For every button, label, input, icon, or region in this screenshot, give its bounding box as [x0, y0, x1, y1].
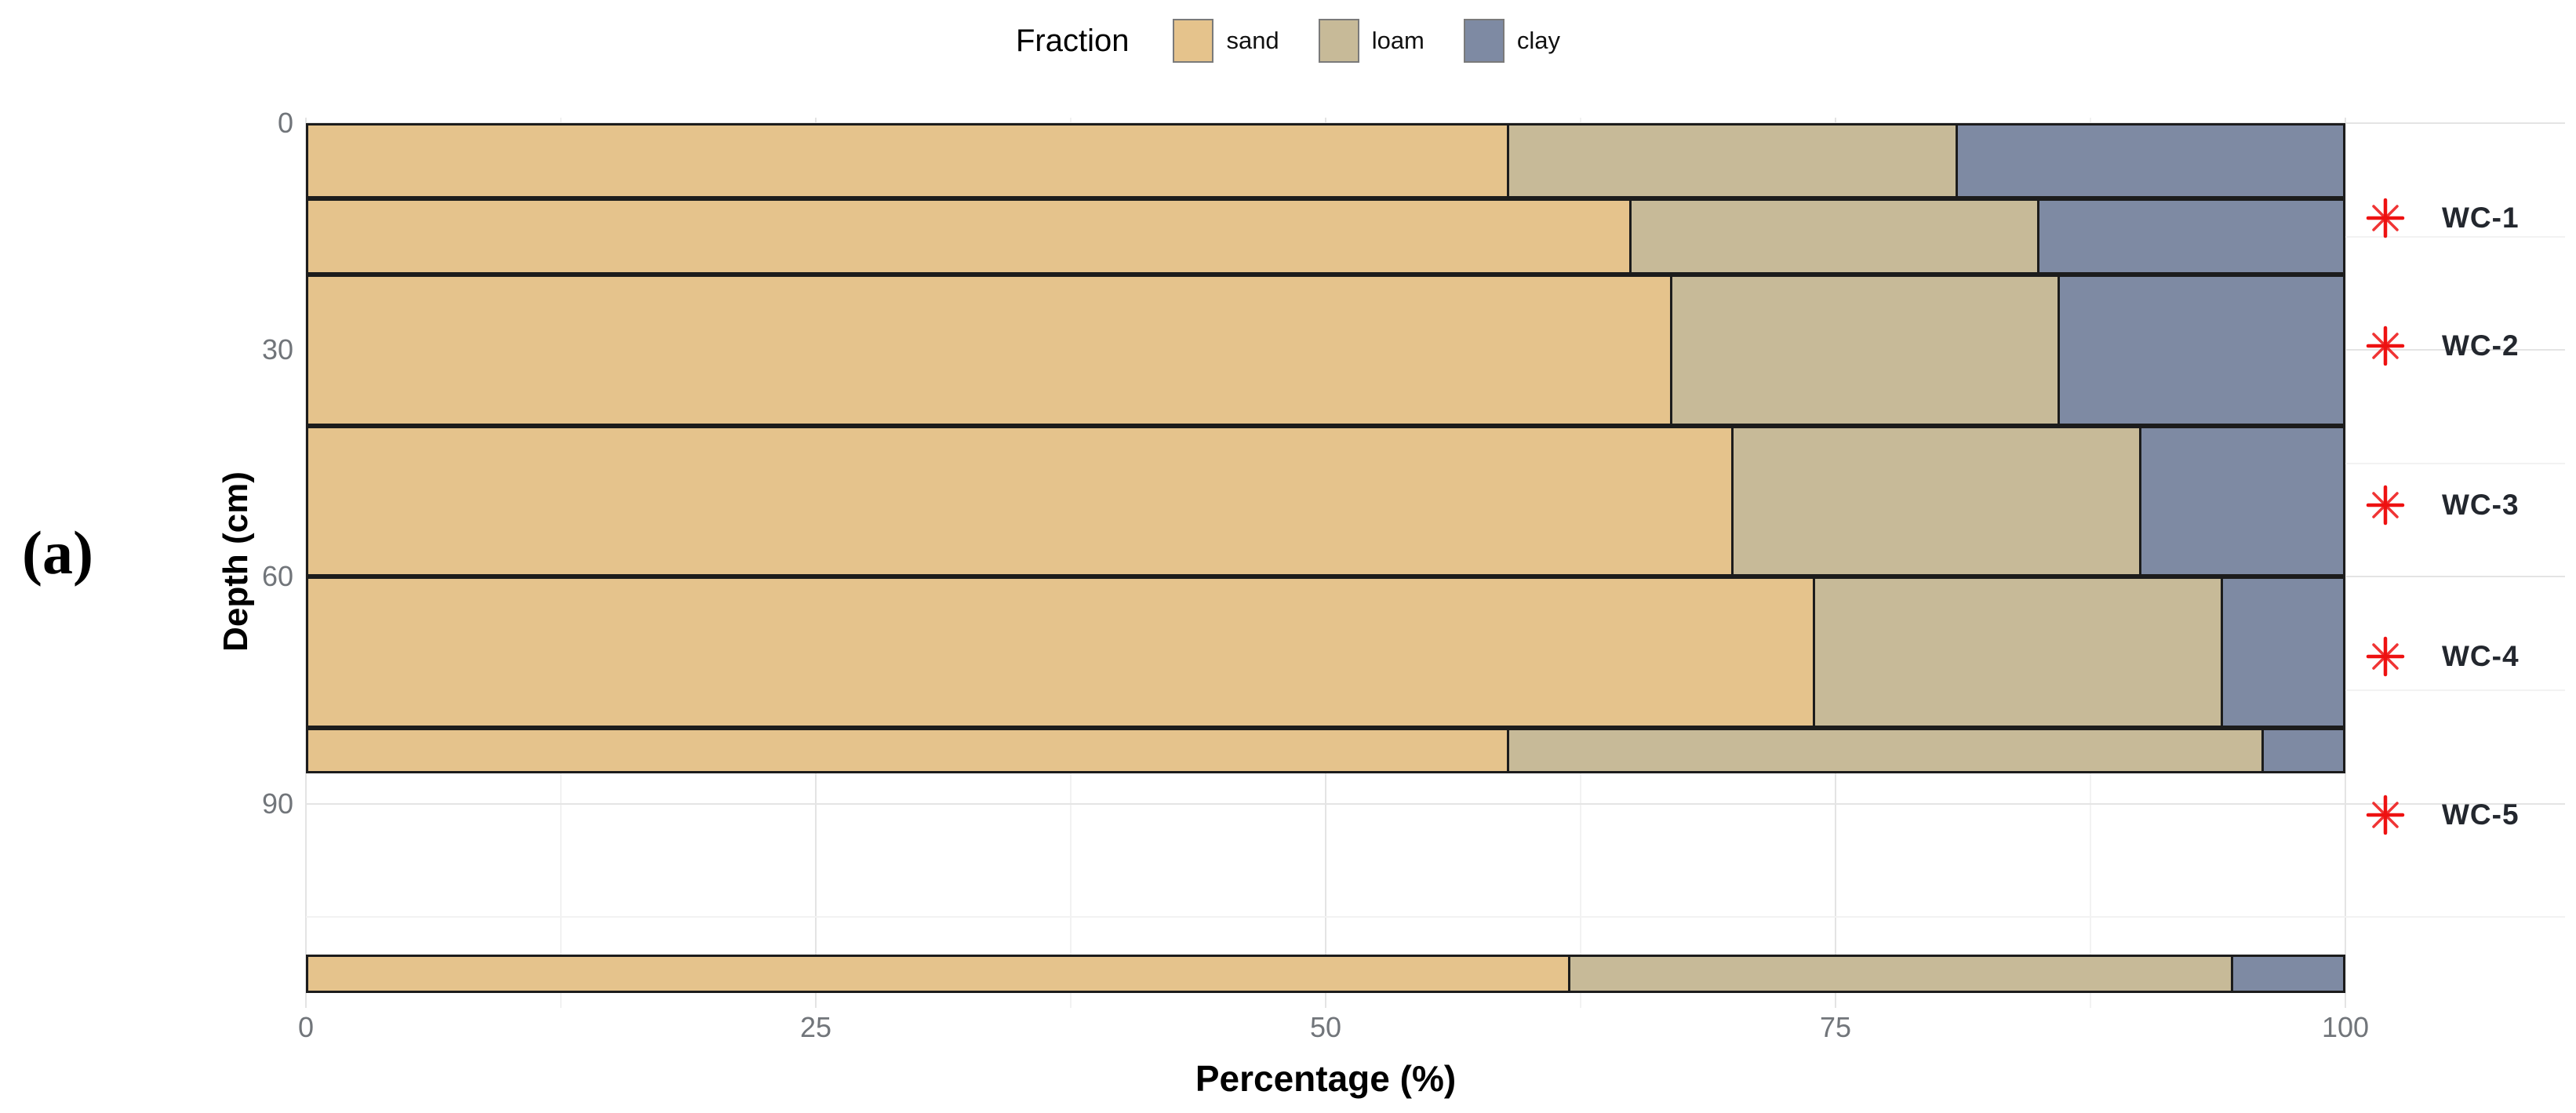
y-tick-label-90: 90 — [261, 787, 293, 820]
bar-row-2-segment-loam — [1629, 198, 2039, 275]
bar-row-3-segment-clay — [2058, 274, 2345, 426]
gridline-horizontal-minor — [306, 916, 2565, 918]
legend-swatch-clay — [1463, 19, 1504, 63]
site-marker-WC-2 — [2365, 326, 2406, 366]
bar-row-1-segment-clay — [1956, 123, 2345, 199]
bar-row-7-segment-sand — [306, 955, 1570, 993]
y-tick-label-60: 60 — [261, 560, 293, 593]
significance-asterisk-icon — [2366, 198, 2405, 238]
chart-legend: Fraction sand loam clay — [0, 19, 2576, 63]
site-label-WC-3: WC-3 — [2442, 488, 2520, 521]
site-label-WC-1: WC-1 — [2442, 201, 2520, 234]
bar-row-4-segment-sand — [306, 425, 1734, 577]
legend-title: Fraction — [1015, 23, 1130, 58]
legend-swatch-loam — [1318, 19, 1359, 63]
site-marker-WC-5 — [2365, 795, 2406, 835]
site-label-WC-5: WC-5 — [2442, 798, 2520, 831]
significance-asterisk-icon — [2366, 795, 2405, 835]
bar-row-4-segment-loam — [1731, 425, 2141, 577]
legend-item-sand: sand — [1173, 19, 1279, 63]
bar-row-3-segment-loam — [1670, 274, 2060, 426]
bar-row-1-segment-loam — [1507, 123, 1958, 199]
x-tick-label-0: 0 — [297, 1011, 315, 1043]
bar-row-2-segment-sand — [306, 198, 1632, 275]
legend-item-clay: clay — [1463, 19, 1561, 63]
site-marker-WC-3 — [2365, 485, 2406, 526]
significance-asterisk-icon — [2366, 326, 2405, 366]
x-tick-label-75: 75 — [1819, 1011, 1852, 1043]
site-label-WC-2: WC-2 — [2442, 329, 2520, 362]
legend-swatch-sand — [1173, 19, 1214, 63]
bar-row-7-segment-loam — [1568, 955, 2233, 993]
legend-label-sand: sand — [1226, 27, 1279, 54]
x-tick-label-50: 50 — [1309, 1011, 1342, 1043]
figure-panel-label: (a) — [22, 518, 93, 587]
bar-row-6-segment-loam — [1507, 728, 2264, 774]
significance-asterisk-icon — [2366, 636, 2405, 676]
bar-row-6-segment-sand — [306, 728, 1509, 774]
x-tick-label-100: 100 — [2321, 1011, 2370, 1043]
legend-label-loam: loam — [1371, 27, 1424, 54]
bar-row-6-segment-clay — [2261, 728, 2345, 774]
bar-row-5-segment-sand — [306, 577, 1815, 729]
bar-row-7-segment-clay — [2231, 955, 2345, 993]
site-marker-WC-1 — [2365, 198, 2406, 238]
legend-label-clay: clay — [1516, 27, 1561, 54]
legend-item-loam: loam — [1318, 19, 1424, 63]
bar-row-4-segment-clay — [2139, 425, 2345, 577]
y-tick-label-0: 0 — [277, 107, 293, 139]
bar-row-1-segment-sand — [306, 123, 1509, 199]
bar-row-2-segment-clay — [2037, 198, 2345, 275]
x-tick-label-25: 25 — [799, 1011, 832, 1043]
bar-row-5-segment-clay — [2221, 577, 2345, 729]
y-tick-label-30: 30 — [261, 333, 293, 366]
gridline-horizontal-major — [306, 802, 2565, 805]
gridline-vertical-major — [2345, 118, 2346, 1008]
x-axis-title: Percentage (%) — [1195, 1058, 1457, 1099]
significance-asterisk-icon — [2366, 485, 2405, 526]
site-label-WC-4: WC-4 — [2442, 639, 2520, 672]
site-marker-WC-4 — [2365, 636, 2406, 677]
bar-row-5-segment-loam — [1813, 577, 2223, 729]
